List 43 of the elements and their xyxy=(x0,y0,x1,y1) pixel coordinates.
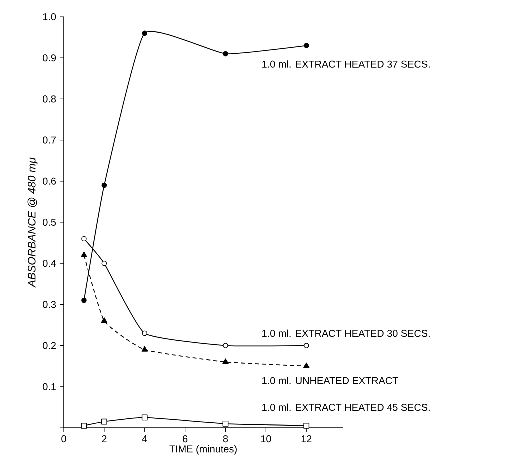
x-axis-title: TIME (minutes) xyxy=(170,445,237,455)
point xyxy=(304,423,310,429)
x-tick-label: 2 xyxy=(102,436,107,442)
point xyxy=(102,260,108,266)
point xyxy=(142,330,148,336)
point xyxy=(82,298,87,304)
y-tick-label: 0.1 xyxy=(43,383,56,390)
y-tick-label: 0.4 xyxy=(43,260,56,268)
point xyxy=(81,423,88,429)
point xyxy=(101,418,108,425)
y-tick-label: 0.7 xyxy=(43,136,56,144)
point xyxy=(304,362,310,368)
y-tick-label: 0.6 xyxy=(43,178,56,185)
x-tick-label: 12 xyxy=(302,436,312,442)
x-tick-label: 10 xyxy=(261,436,272,443)
point xyxy=(102,182,108,188)
y-axis-title: ABSORBANCE @ 480 mμ xyxy=(28,158,38,288)
x-tick-label: 4 xyxy=(142,436,148,442)
series-label: 1.0 ml. EXTRACT HEATED 45 SECS. xyxy=(262,404,430,412)
x-tick-label: 6 xyxy=(183,436,188,443)
y-tick-label: 0.8 xyxy=(43,96,56,103)
x-tick-label: 0 xyxy=(62,436,66,443)
y-tick-label: 1.0 xyxy=(43,13,56,21)
y-tick-label: 0.5 xyxy=(43,218,56,226)
y-tick-label: 0.9 xyxy=(43,54,56,62)
series-label: 1.0 ml. UNHEATED EXTRACT xyxy=(262,377,398,384)
x-tick-label: 8 xyxy=(223,436,228,443)
point xyxy=(82,236,87,242)
point xyxy=(304,343,310,348)
series-label: 1.0 ml. EXTRACT HEATED 37 SECS. xyxy=(262,60,430,68)
point xyxy=(223,51,228,57)
y-tick-label: 0.2 xyxy=(43,342,56,350)
point xyxy=(142,414,148,421)
point xyxy=(222,420,229,427)
point xyxy=(142,30,148,36)
series-label: 1.0 ml. EXTRACT HEATED 30 SECS. xyxy=(262,330,430,338)
point xyxy=(222,358,229,364)
point xyxy=(223,343,228,348)
point xyxy=(101,318,108,324)
point xyxy=(81,252,88,258)
y-tick-label: 0.3 xyxy=(43,301,56,308)
point xyxy=(142,346,148,352)
point xyxy=(304,43,310,48)
